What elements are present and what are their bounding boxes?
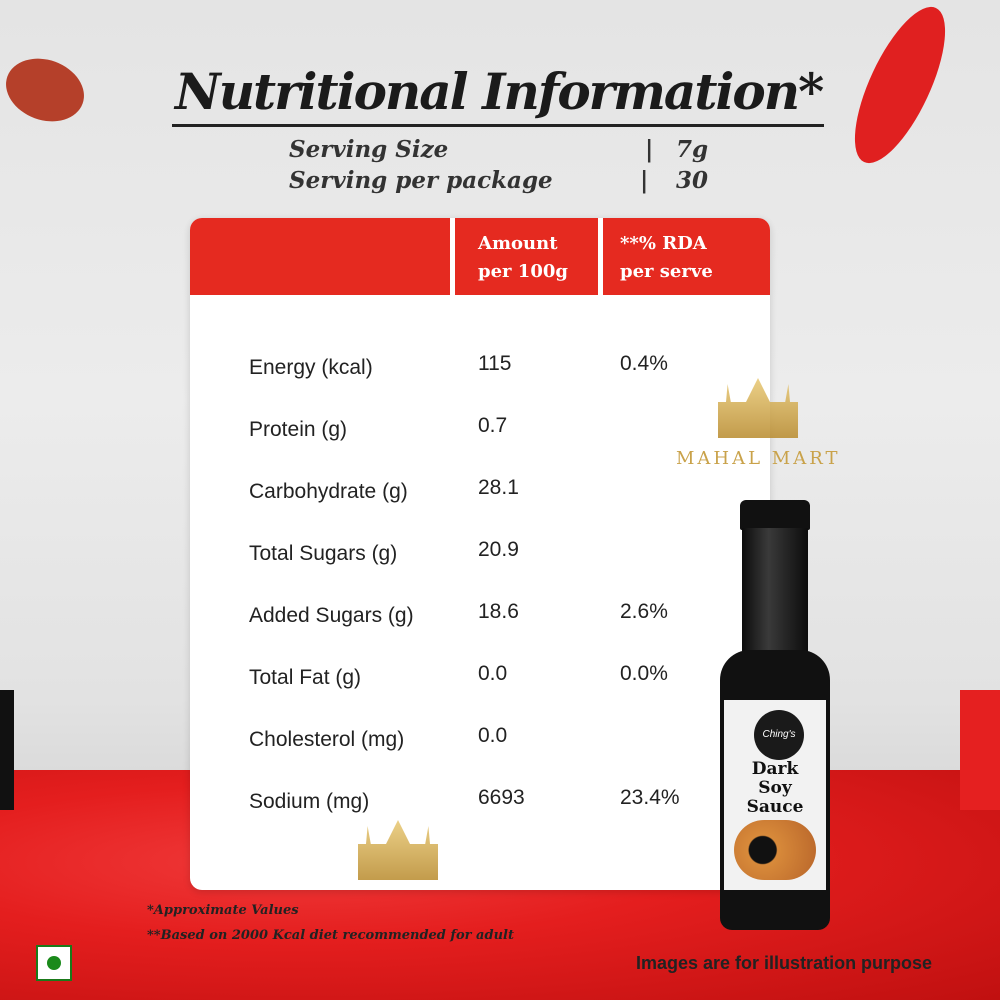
nutrient-label: Energy (kcal) [249, 356, 373, 379]
nutrient-label: Carbohydrate (g) [249, 480, 408, 503]
rda-value: 0.0% [620, 662, 668, 685]
nutrient-label: Total Fat (g) [249, 666, 362, 689]
product-name: Dark Soy Sauce [746, 759, 804, 817]
servings-per-package-label: Serving per package [289, 167, 553, 194]
serving-size-label: Serving Size [289, 136, 449, 163]
amount-value: 115 [478, 352, 512, 375]
column-divider [450, 218, 455, 295]
nutrient-label: Protein (g) [249, 418, 348, 441]
column-divider [598, 218, 603, 295]
nutrient-label: Cholesterol (mg) [249, 728, 405, 751]
nutrition-table [190, 218, 770, 890]
rda-value: 0.4% [620, 352, 668, 375]
product-bottle-image: Ching's Dark Soy Sauce [720, 500, 830, 930]
separator: | [640, 167, 649, 194]
brand-logo: Ching's [754, 710, 804, 760]
rda-value: 2.6% [620, 600, 668, 623]
amount-value: 6693 [478, 786, 525, 809]
header-rda: **% RDA per serve [620, 233, 713, 282]
amount-value: 18.6 [478, 600, 519, 623]
nutrient-label: Added Sugars (g) [249, 604, 414, 627]
page-title: Nutritional Information* [175, 62, 824, 121]
serving-size-value: 7g [676, 136, 709, 163]
servings-per-package-value: 30 [676, 167, 709, 194]
background-shadow [0, 690, 14, 810]
nutrient-label: Total Sugars (g) [249, 542, 398, 565]
amount-value: 20.9 [478, 538, 519, 561]
footnote-rda: **Based on 2000 Kcal diet recommended fo… [147, 928, 514, 943]
amount-value: 0.7 [478, 414, 508, 437]
amount-value: 0.0 [478, 724, 508, 747]
nutrient-label: Sodium (mg) [249, 790, 370, 813]
chili-image [836, 0, 964, 175]
header-amount: Amount per 100g [478, 233, 568, 282]
watermark-text: MAHAL MART [676, 448, 841, 469]
title-underline [172, 124, 824, 127]
chili-image [0, 48, 93, 132]
footnote-approximate: *Approximate Values [147, 903, 299, 918]
separator: | [645, 136, 654, 163]
rda-value: 23.4% [620, 786, 680, 809]
amount-value: 0.0 [478, 662, 508, 685]
vegetarian-mark-icon [36, 945, 72, 981]
red-cloth-background [960, 690, 1000, 810]
disclaimer-text: Images are for illustration purpose [636, 953, 933, 973]
bottle-cap [740, 500, 810, 530]
table-header [190, 218, 770, 295]
dish-image [734, 820, 816, 880]
amount-value: 28.1 [478, 476, 519, 499]
bottle-neck [742, 528, 808, 658]
